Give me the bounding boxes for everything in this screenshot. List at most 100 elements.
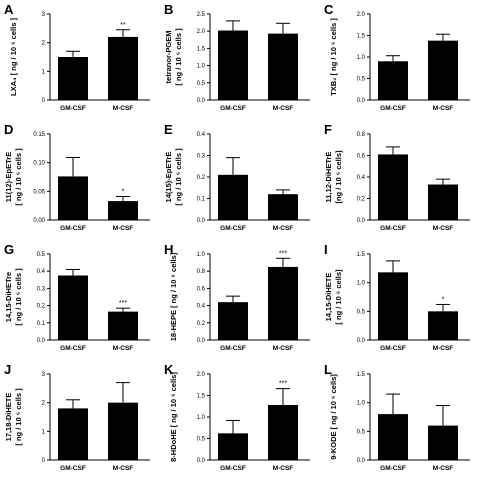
y-axis-label: 9-KODE [ ng / 10 ⁶ cells] xyxy=(329,374,338,460)
panel-letter: G xyxy=(4,242,14,257)
category-label: GM-CSF xyxy=(60,225,86,232)
y-tick-label: 2.0 xyxy=(197,29,206,35)
significance-marker: *** xyxy=(279,381,287,388)
y-tick-label: 0.4 xyxy=(197,132,206,138)
y-tick-label: 0.1 xyxy=(197,197,206,203)
bar-m-csf xyxy=(268,194,298,220)
y-axis-label: [ ng / 10 ⁶ cells ] xyxy=(14,388,23,446)
category-label: GM-CSF xyxy=(380,225,406,232)
panel-letter: A xyxy=(4,2,14,17)
y-axis-label: 14,15-DiHETE xyxy=(324,273,333,322)
bar-m-csf xyxy=(268,266,298,340)
y-tick-label: 0.5 xyxy=(197,437,206,443)
y-axis-label: 18-HEPE [ ng / 10 ⁶ cells] xyxy=(169,252,178,341)
bar-gm-csf xyxy=(58,57,88,100)
y-tick-label: 0.0 xyxy=(357,218,366,224)
category-label: M-CSF xyxy=(113,465,134,472)
panel-g: G 14,15-DiHETre[ ng / 10 ⁶ cells ] 0.0 0.1 0… xyxy=(4,242,150,352)
y-tick-label: 0 xyxy=(42,458,46,464)
y-tick-label: 3 xyxy=(42,12,46,18)
y-tick-label: 0.0 xyxy=(197,218,206,224)
bar-gm-csf xyxy=(378,61,408,100)
panel-letter: L xyxy=(324,362,332,377)
panel-d: D 11(12)-EpETrE[ ng / 10 ⁶ cells ] 0.00 0.0… xyxy=(4,122,150,232)
bar-m-csf xyxy=(428,184,458,220)
y-tick-label: 0.05 xyxy=(33,189,45,195)
category-label: GM-CSF xyxy=(220,465,246,472)
y-tick-label: 0.00 xyxy=(33,218,45,224)
y-axis-label: [ng / 10 ⁶ cells] xyxy=(334,150,343,204)
y-tick-label: 0.4 xyxy=(197,304,206,310)
y-tick-label: 1.0 xyxy=(197,252,206,258)
category-label: M-CSF xyxy=(273,105,294,112)
y-tick-label: 1.5 xyxy=(357,34,366,40)
panel-f: F 11,12-DiHETrE [ng / 10 ⁶ cells] 0.0 0.2 0.4… xyxy=(324,122,470,232)
bar-m-csf xyxy=(268,404,298,460)
y-tick-label: 2 xyxy=(42,401,46,407)
panel-letter: J xyxy=(4,362,11,377)
y-tick-label: 2 xyxy=(42,41,46,47)
y-tick-label: 1 xyxy=(42,429,46,435)
category-label: GM-CSF xyxy=(380,345,406,352)
y-tick-label: 0.0 xyxy=(197,458,206,464)
panel-letter: F xyxy=(324,122,332,137)
category-label: GM-CSF xyxy=(60,465,86,472)
y-tick-label: 0.10 xyxy=(33,161,45,167)
category-label: GM-CSF xyxy=(220,345,246,352)
category-label: M-CSF xyxy=(433,105,454,112)
panel-j: J 17,18-DiHETE[ ng / 10 ⁶ cells ] 0 1 2 3 GM-C… xyxy=(4,362,150,472)
y-tick-label: 1.5 xyxy=(197,46,206,52)
panel-letter: E xyxy=(164,122,173,137)
bar-m-csf xyxy=(108,311,138,340)
y-tick-label: 0.2 xyxy=(197,321,206,327)
category-label: GM-CSF xyxy=(220,225,246,232)
y-tick-label: 0.2 xyxy=(197,175,206,181)
y-tick-label: 0.0 xyxy=(197,98,206,104)
y-axis-label: 8-HDoHE [ ng / 10 ⁶ cells] xyxy=(169,372,178,462)
y-tick-label: 0.2 xyxy=(37,304,46,310)
y-tick-label: 1.0 xyxy=(357,55,366,61)
panel-k: K8-HDoHE [ ng / 10 ⁶ cells] 0.0 0.5 1.0 1.5 2… xyxy=(164,362,310,472)
y-axis-label: [ ng / 10 ⁶ cells] xyxy=(334,269,343,325)
category-label: GM-CSF xyxy=(380,105,406,112)
bar-m-csf xyxy=(428,425,458,460)
bar-m-csf xyxy=(108,36,138,100)
significance-marker: * xyxy=(122,188,125,195)
y-tick-label: 1.5 xyxy=(357,252,366,258)
y-tick-label: 1.0 xyxy=(197,64,206,70)
y-tick-label: 0.4 xyxy=(37,269,46,275)
bar-gm-csf xyxy=(378,154,408,220)
y-tick-label: 0.0 xyxy=(357,458,366,464)
significance-marker: ** xyxy=(120,22,126,29)
y-tick-label: 0.0 xyxy=(357,98,366,104)
category-label: M-CSF xyxy=(113,105,134,112)
bar-m-csf xyxy=(428,40,458,100)
y-tick-label: 0.8 xyxy=(357,132,366,138)
panel-e: E 14(15)-EpETrE[ ng / 10 ⁶ cells ] 0.0 0.1 0… xyxy=(164,122,310,232)
bar-gm-csf xyxy=(218,30,248,100)
panel-h: H18-HEPE [ ng / 10 ⁶ cells] 0.0 0.2 0.4 0.6 0… xyxy=(164,242,310,352)
y-tick-label: 0.6 xyxy=(197,286,206,292)
category-label: M-CSF xyxy=(273,225,294,232)
bar-m-csf xyxy=(108,402,138,460)
y-axis-label: 14,15-DiHETre xyxy=(4,272,13,322)
bar-gm-csf xyxy=(58,275,88,340)
y-tick-label: 0.8 xyxy=(197,269,206,275)
y-tick-label: 1.0 xyxy=(197,415,206,421)
significance-marker: * xyxy=(442,296,445,303)
y-tick-label: 2.0 xyxy=(197,372,206,378)
bar-gm-csf xyxy=(218,302,248,340)
bar-m-csf xyxy=(268,33,298,100)
bar-gm-csf xyxy=(218,174,248,220)
panel-letter: K xyxy=(164,362,174,377)
bar-gm-csf xyxy=(218,433,248,460)
category-label: M-CSF xyxy=(113,345,134,352)
y-axis-label: [ ng / 10 ⁶ cells ] xyxy=(14,148,23,206)
y-tick-label: 3 xyxy=(42,372,46,378)
y-axis-label: 11,12-DiHETrE xyxy=(324,152,333,203)
y-axis-label: [ ng / 10 ⁶ cells ] xyxy=(174,28,183,86)
